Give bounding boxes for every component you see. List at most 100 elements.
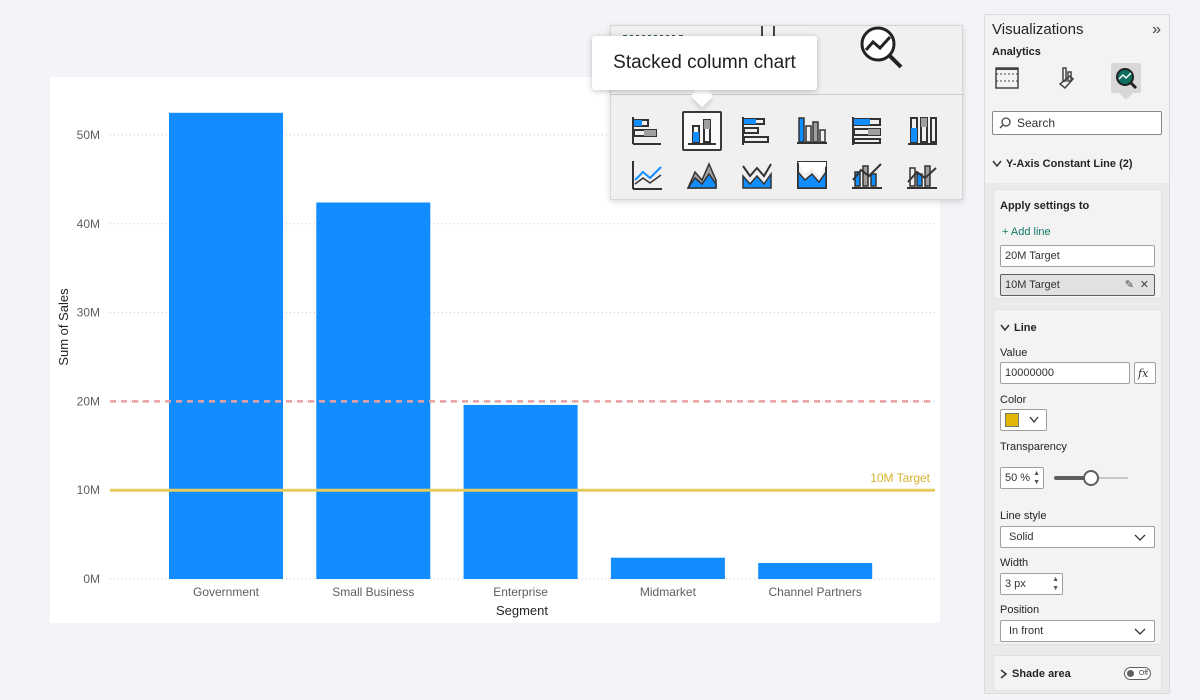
x-tick-label: Enterprise [493, 585, 548, 599]
position-label: Position [1000, 604, 1040, 616]
shade-area-label: Shade area [1012, 668, 1071, 680]
chevron-down-icon [992, 160, 1002, 168]
line-and-stacked-column-chart-icon-glyph [852, 163, 882, 189]
fx-button[interactable]: fx [1134, 362, 1156, 384]
paintbrush-chart-icon [1058, 67, 1075, 90]
width-label: Width [1000, 557, 1029, 569]
width-value: 3 px [1005, 578, 1026, 590]
spinner-icon[interactable]: ▲ ▼ [1033, 470, 1040, 486]
analytics-icon [1116, 68, 1138, 90]
bar-government[interactable] [169, 112, 283, 580]
visualizations-pane: Visualizations » Analytics [984, 14, 1170, 694]
stacked-area-chart-icon[interactable] [737, 155, 777, 195]
y-axis-ticks: 0M 10M 20M 30M 40M 50M [77, 128, 100, 586]
line-settings-card: Line Value 10000000 fx Color Transparenc… [993, 309, 1162, 645]
shade-area-card[interactable]: Shade area Off [993, 655, 1162, 691]
bar-enterprise[interactable] [463, 404, 578, 579]
position-value: In front [1009, 625, 1044, 637]
shade-area-header[interactable]: Shade area [1000, 668, 1071, 680]
search-placeholder: Search [1017, 116, 1056, 130]
search-input[interactable]: Search [992, 111, 1162, 135]
value-input[interactable]: 10000000 [1000, 362, 1130, 384]
pane-subtitle: Analytics [992, 46, 1041, 58]
apply-settings-label: Apply settings to [1000, 200, 1090, 212]
stacked-bar-chart-icon[interactable] [627, 111, 667, 151]
y-tick-label: 40M [77, 217, 100, 231]
chevron-down-icon [1134, 628, 1146, 635]
color-picker[interactable] [1000, 409, 1047, 431]
y-tick-label: 0M [83, 572, 100, 586]
color-swatch [1005, 413, 1019, 427]
line-style-dropdown[interactable]: Solid [1000, 526, 1155, 548]
table-grid-icon [995, 67, 1019, 89]
x-tick-label: Midmarket [640, 585, 697, 599]
slider-fill [1054, 476, 1091, 480]
line-and-stacked-column-chart-icon[interactable] [847, 155, 887, 195]
line-chart-icon-glyph [632, 161, 662, 190]
spinner-icon[interactable]: ▲ ▼ [1052, 576, 1059, 592]
transparency-slider[interactable] [1054, 470, 1128, 486]
bar-channel-partners[interactable] [758, 563, 873, 579]
toggle-text: Off [1138, 670, 1148, 677]
transparency-input[interactable]: 50 % ▲ ▼ [1000, 467, 1044, 489]
stacked-bar-chart-icon-glyph [632, 117, 661, 145]
format-visual-tab[interactable] [1053, 63, 1083, 93]
transparency-label: Transparency [1000, 441, 1067, 453]
pane-title: Visualizations [992, 21, 1084, 38]
x-tick-label: Government [193, 585, 260, 599]
slider-thumb[interactable] [1083, 470, 1099, 486]
y-axis-constant-line-header[interactable]: Y-Axis Constant Line (2) [992, 158, 1133, 170]
100-stacked-bar-chart-icon-glyph [852, 117, 881, 145]
edit-icon[interactable]: ✎ [1124, 279, 1134, 291]
active-tab-caret [1119, 93, 1133, 100]
line-chart-icon[interactable] [627, 155, 667, 195]
line-item-20m[interactable]: 20M Target [1000, 245, 1155, 267]
line-section-header[interactable]: Line [1000, 322, 1037, 334]
width-input[interactable]: 3 px ▲ ▼ [1000, 573, 1063, 595]
stacked-column-chart-icon[interactable] [682, 111, 722, 151]
pane-header: Visualizations » Analytics [985, 15, 1169, 183]
bar-small-business[interactable] [316, 202, 431, 579]
analytics-magnifier-icon[interactable] [858, 24, 904, 70]
bars [169, 112, 873, 580]
chevron-right-icon [1000, 669, 1008, 679]
section-title: Y-Axis Constant Line (2) [1006, 158, 1133, 170]
y-tick-label: 10M [77, 483, 100, 497]
x-axis-title: Segment [496, 603, 548, 618]
stacked-column-chart[interactable]: 10M Target 0M 10M 20M 30M 40M 50M Government S… [50, 77, 940, 623]
shade-area-toggle[interactable]: Off [1124, 667, 1151, 680]
y-tick-label: 30M [77, 306, 100, 320]
reference-lines: 10M Target [110, 400, 935, 492]
stacked-area-chart-icon-glyph [742, 163, 772, 189]
clustered-bar-chart-icon-glyph [742, 117, 769, 145]
area-chart-icon[interactable] [682, 155, 722, 195]
x-axis-ticks: Government Small Business Enterprise Midmar… [193, 585, 862, 599]
chevron-down-icon [1134, 534, 1146, 541]
clustered-bar-chart-icon[interactable] [737, 111, 777, 151]
line-item-label: 10M Target [1005, 279, 1060, 291]
reference-line-label: 10M Target [870, 471, 930, 485]
100-stacked-column-chart-icon[interactable] [902, 111, 942, 151]
build-visual-tab[interactable] [992, 63, 1022, 93]
position-dropdown[interactable]: In front [1000, 620, 1155, 642]
chevron-down-icon [1000, 324, 1010, 332]
line-item-10m[interactable]: 10M Target ✎ ✕ [1000, 274, 1155, 296]
search-icon [999, 117, 1011, 129]
area-chart-icon-glyph [686, 162, 717, 189]
visual-type-grid [627, 111, 942, 195]
stacked-column-chart-icon-glyph [688, 119, 716, 145]
add-line-button[interactable]: + Add line [1002, 226, 1051, 238]
clustered-column-chart-icon[interactable] [792, 111, 832, 151]
analytics-tab[interactable] [1111, 63, 1141, 93]
value-label: Value [1000, 347, 1028, 359]
100-stacked-area-chart-icon-glyph [797, 161, 827, 189]
line-and-clustered-column-chart-icon[interactable] [902, 155, 942, 195]
bar-midmarket[interactable] [610, 557, 725, 579]
collapse-pane-icon[interactable]: » [1152, 21, 1161, 38]
100-stacked-bar-chart-icon[interactable] [847, 111, 887, 151]
delete-icon[interactable]: ✕ [1139, 279, 1149, 291]
100-stacked-column-chart-icon-glyph [908, 117, 937, 145]
line-and-clustered-column-chart-icon-glyph [907, 165, 937, 189]
100-stacked-area-chart-icon[interactable] [792, 155, 832, 195]
line-style-value: Solid [1009, 531, 1034, 543]
